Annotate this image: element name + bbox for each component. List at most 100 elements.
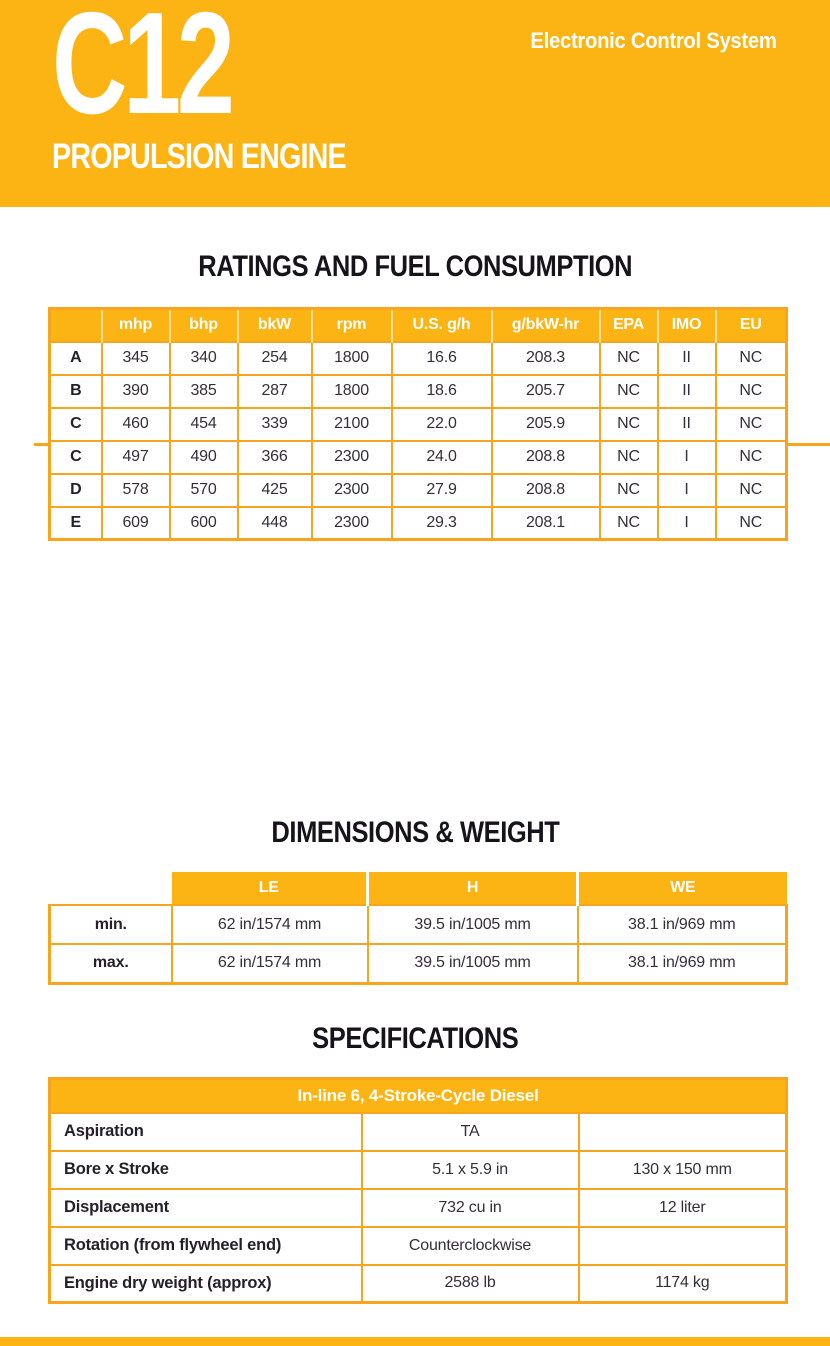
ratings-cell: 2300: [310, 505, 393, 541]
ratings-cell: NC: [598, 340, 659, 376]
ratings-header-row: mhp bhp bkW rpm U.S. g/h g/bkW-hr EPA IMO EU: [49, 308, 787, 342]
ratings-cell: NC: [714, 340, 788, 376]
ratings-row-label: E: [48, 505, 103, 541]
ratings-cell: 425: [236, 472, 313, 508]
ratings-cell: II: [656, 340, 717, 376]
dimensions-table: LE H WE min. 62 in/1574 mm 39.5 in/1005 mm 38…: [48, 872, 788, 985]
ratings-cell: 454: [168, 406, 239, 442]
ratings-cell: NC: [714, 406, 788, 442]
ratings-cell: I: [656, 439, 717, 475]
ratings-cell: 22.0: [390, 406, 493, 442]
ratings-cell: 208.8: [490, 472, 601, 508]
dimensions-row-label: min.: [48, 904, 173, 945]
ratings-col-header-IMO: IMO: [657, 308, 717, 342]
ratings-cell: NC: [598, 472, 659, 508]
ratings-cell: 448: [236, 505, 313, 541]
ratings-cell: 570: [168, 472, 239, 508]
ratings-cell: 2300: [310, 439, 393, 475]
ratings-col-header-EPA: EPA: [599, 308, 659, 342]
ratings-cell: 27.9: [390, 472, 493, 508]
dimensions-cell: 62 in/1574 mm: [170, 943, 369, 985]
ratings-col-header-bkW: bkW: [237, 308, 313, 342]
ratings-cell: II: [656, 406, 717, 442]
ratings-cell: NC: [598, 439, 659, 475]
ratings-row-B: B 390 385 287 1800 18.6 205.7 NC II NC: [48, 373, 788, 409]
dimensions-header-row: LE H WE: [49, 872, 787, 905]
ratings-row-C: C 460 454 339 2100 22.0 205.9 NC II NC: [48, 406, 788, 442]
ratings-row-E: E 609 600 448 2300 29.3 208.1 NC I NC: [48, 505, 788, 541]
ratings-cell: 497: [100, 439, 171, 475]
ratings-row-label: C: [48, 439, 103, 475]
specs-row-label: Bore x Stroke: [48, 1149, 363, 1190]
specs-row: Displacement 732 cu in 12 liter: [48, 1187, 788, 1228]
specs-row-label: Rotation (from flywheel end): [48, 1225, 363, 1266]
specs-row-label: Aspiration: [48, 1111, 363, 1152]
ratings-row-D: D 578 570 425 2300 27.9 208.8 NC I NC: [48, 472, 788, 508]
ratings-cell: 287: [236, 373, 313, 409]
dimensions-row-min: min. 62 in/1574 mm 39.5 in/1005 mm 38.1 in/…: [48, 904, 788, 945]
ratings-col-header-blank: [49, 308, 103, 342]
ratings-cell: NC: [714, 472, 788, 508]
ratings-cell: I: [656, 472, 717, 508]
specs-header-row: In-line 6, 4-Stroke-Cycle Diesel: [49, 1078, 787, 1113]
dimensions-row-max: max. 62 in/1574 mm 39.5 in/1005 mm 38.1 in/…: [48, 943, 788, 985]
ratings-col-header-rpm: rpm: [311, 308, 393, 342]
ratings-cell: II: [656, 373, 717, 409]
ratings-cell: 609: [100, 505, 171, 541]
system-label: Electronic Control System: [530, 28, 777, 53]
product-line-subtitle: PROPULSION ENGINE: [52, 137, 347, 176]
ratings-cell: 16.6: [390, 340, 493, 376]
ratings-cell: 366: [236, 439, 313, 475]
ratings-row-label: C: [48, 406, 103, 442]
ratings-cell: 339: [236, 406, 313, 442]
specs-value-metric: 12 liter: [577, 1187, 788, 1228]
ratings-cell: 345: [100, 340, 171, 376]
ratings-col-header-bhp: bhp: [169, 308, 239, 342]
ratings-cell: 208.1: [490, 505, 601, 541]
dimensions-cell: 62 in/1574 mm: [170, 904, 369, 945]
dimensions-row-label: max.: [48, 943, 173, 985]
ratings-cell: 24.0: [390, 439, 493, 475]
specs-value-us: 2588 lb: [360, 1263, 580, 1304]
ratings-cell: 208.3: [490, 340, 601, 376]
specs-row: Rotation (from flywheel end) Counterclock…: [48, 1225, 788, 1266]
ratings-cell: 385: [168, 373, 239, 409]
dimensions-col-header-LE: LE: [171, 872, 368, 905]
specs-row: Bore x Stroke 5.1 x 5.9 in 130 x 150 mm: [48, 1149, 788, 1190]
ratings-cell: 490: [168, 439, 239, 475]
engine-config-header: In-line 6, 4-Stroke-Cycle Diesel: [49, 1078, 787, 1113]
ratings-col-header-EU: EU: [715, 308, 787, 342]
ratings-row-C: C 497 490 366 2300 24.0 208.8 NC I NC: [48, 439, 788, 475]
dimensions-col-header-H: H: [366, 872, 578, 905]
ratings-cell: 208.8: [490, 439, 601, 475]
ratings-cell: 578: [100, 472, 171, 508]
ratings-cell: 1800: [310, 373, 393, 409]
header-banner: C12 Electronic Control System PROPULSION…: [0, 0, 830, 207]
ratings-cell: NC: [598, 373, 659, 409]
specs-row: Aspiration TA: [48, 1111, 788, 1152]
specifications-section-title: SPECIFICATIONS: [0, 1022, 830, 1056]
ratings-cell: 2100: [310, 406, 393, 442]
ratings-row-label: B: [48, 373, 103, 409]
specs-row-label: Displacement: [48, 1187, 363, 1228]
ratings-section-title: RATINGS AND FUEL CONSUMPTION: [0, 250, 830, 284]
specs-value-us: 5.1 x 5.9 in: [360, 1149, 580, 1190]
specs-value-metric: [577, 1225, 788, 1266]
specs-value-us: 732 cu in: [360, 1187, 580, 1228]
dimensions-col-header-WE: WE: [576, 872, 787, 905]
ratings-cell: 205.9: [490, 406, 601, 442]
ratings-cell: 600: [168, 505, 239, 541]
ratings-cell: 390: [100, 373, 171, 409]
specs-value-us: TA: [360, 1111, 580, 1152]
dimensions-title-text: DIMENSIONS & WEIGHT: [270, 816, 560, 849]
ratings-col-header-mhp: mhp: [101, 308, 171, 342]
dimensions-cell: 38.1 in/969 mm: [576, 904, 788, 945]
ratings-cell: 254: [236, 340, 313, 376]
dimensions-cell: 39.5 in/1005 mm: [366, 904, 579, 945]
dimensions-section-title: DIMENSIONS & WEIGHT: [0, 816, 830, 850]
specs-value-metric: [577, 1111, 788, 1152]
ratings-col-header-U.S. g/h: U.S. g/h: [391, 308, 493, 342]
ratings-cell: 29.3: [390, 505, 493, 541]
model-title: C12: [52, 0, 235, 144]
